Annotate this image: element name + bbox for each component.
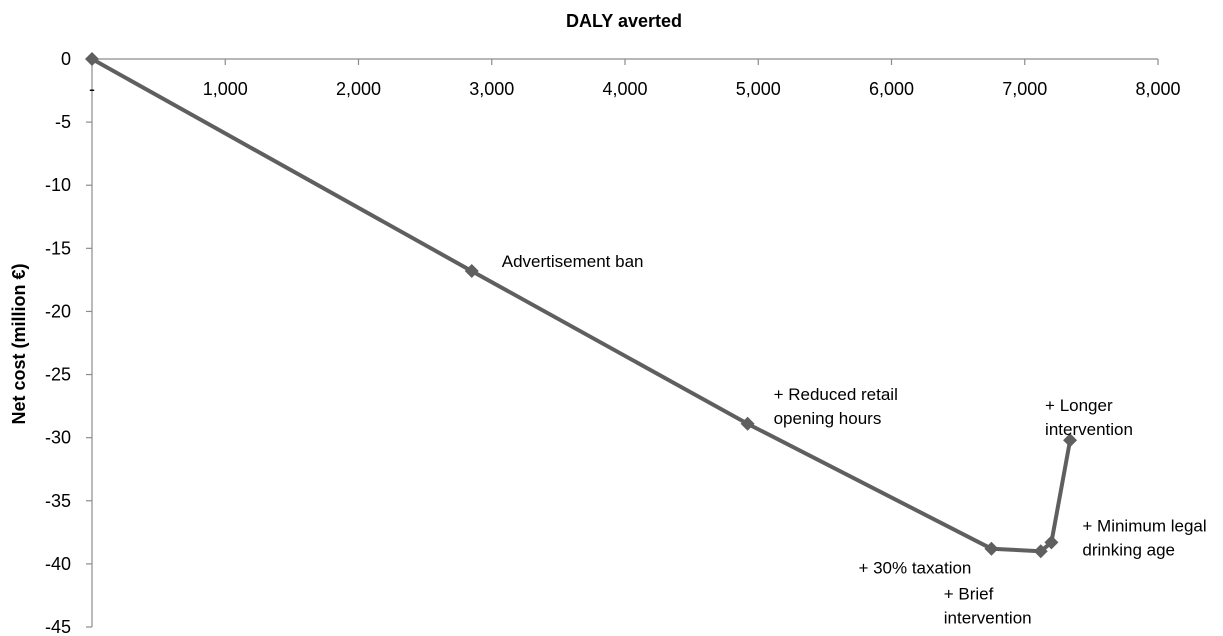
y-tick-label: -25	[45, 365, 71, 385]
x-tick-label: 2,000	[336, 79, 381, 99]
data-point-label: + Reduced retail opening hours	[774, 385, 898, 428]
x-tick-label: 4,000	[602, 79, 647, 99]
data-point-marker	[740, 416, 755, 431]
y-tick-label: -15	[45, 238, 71, 258]
y-axis-title: Net cost (million €)	[9, 263, 29, 424]
data-point-label-line: + 30% taxation	[858, 559, 971, 578]
y-tick-label: -40	[45, 554, 71, 574]
data-point-marker	[1033, 544, 1048, 559]
data-point-marker	[1044, 535, 1059, 550]
y-tick-label: -5	[55, 112, 71, 132]
data-point-label-line: + Brief	[944, 584, 994, 603]
y-tick-label: -35	[45, 491, 71, 511]
data-point-label-line: intervention	[1045, 420, 1133, 439]
data-point-marker	[85, 52, 99, 66]
x-tick-label: 8,000	[1135, 79, 1180, 99]
y-tick-label: -20	[45, 301, 71, 321]
data-point-label: + Minimum legal drinking age	[1082, 516, 1206, 559]
series-line	[90, 57, 1073, 554]
data-point-label: + Brief intervention	[944, 584, 1032, 627]
y-tick-label: -30	[45, 428, 71, 448]
series-layer	[85, 52, 1078, 559]
data-point-label: + 30% taxation	[858, 559, 971, 578]
data-point-label-line: + Minimum legal	[1082, 516, 1206, 535]
y-tick-label: -10	[45, 175, 71, 195]
data-point-marker	[464, 264, 479, 279]
y-tick-label: 0	[61, 49, 71, 69]
data-point-label-line: intervention	[944, 608, 1032, 627]
data-point-label-line: drinking age	[1082, 540, 1175, 559]
data-point-marker	[984, 541, 999, 556]
data-point-label: Advertisement ban	[502, 252, 644, 271]
x-tick-label: 3,000	[469, 79, 514, 99]
axes-layer: 0 -5 -10 -15 -20 -25 -30 -35 -40 -45 - 1,000 2,000 3,…	[45, 49, 1181, 636]
data-point-label-line: + Reduced retail	[774, 385, 898, 404]
y-tick-label: -45	[45, 617, 71, 636]
x-tick-label: 6,000	[869, 79, 914, 99]
data-point-label: + Longer intervention	[1045, 396, 1133, 439]
data-point-label-line: + Longer	[1045, 396, 1113, 415]
x-tick-label: -	[89, 79, 95, 99]
x-tick-label: 5,000	[736, 79, 781, 99]
data-point-label-line: Advertisement ban	[502, 252, 644, 271]
x-tick-label: 1,000	[203, 79, 248, 99]
x-axis-title: DALY averted	[566, 11, 682, 31]
data-point-label-line: opening hours	[774, 409, 882, 428]
data-point-marker	[1063, 433, 1078, 448]
point-labels-layer: Advertisement ban + Reduced retail opening…	[502, 252, 1207, 627]
x-tick-label: 7,000	[1002, 79, 1047, 99]
